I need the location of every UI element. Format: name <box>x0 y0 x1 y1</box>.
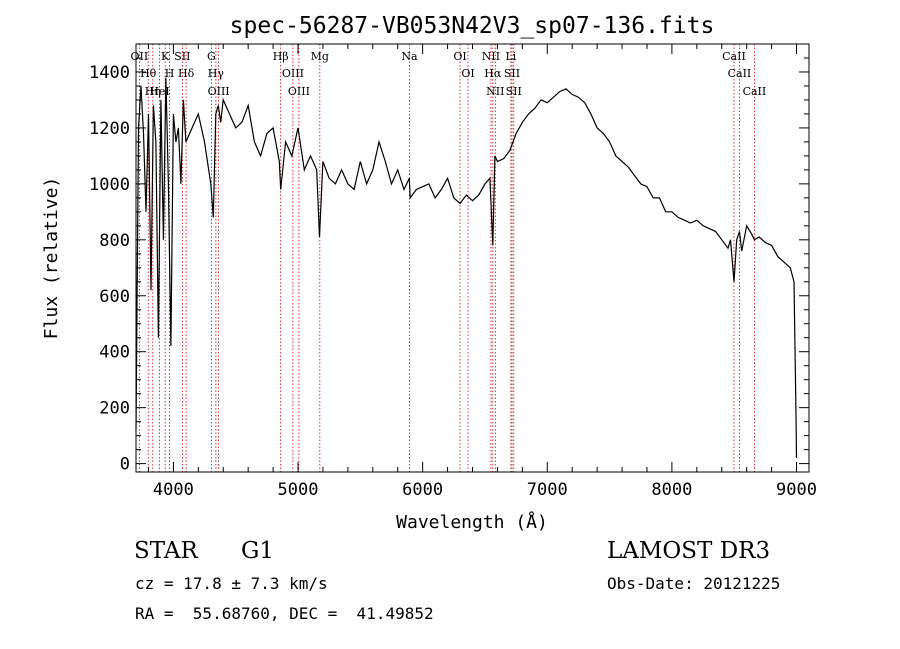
survey-name: LAMOST DR3 <box>607 538 771 564</box>
x-tick-label: 4000 <box>153 480 194 500</box>
line-marker-label: HeI <box>149 85 169 98</box>
spectrum-line <box>135 77 798 459</box>
line-marker-label: Hδ <box>178 67 195 80</box>
radec-text: RA = 55.68760, DEC = 41.49852 <box>135 604 434 623</box>
annotation-lines <box>138 44 755 472</box>
y-tick-label: 0 <box>120 455 130 475</box>
y-tick-label: 400 <box>99 343 130 363</box>
line-marker-label: Hγ <box>208 67 225 80</box>
y-tick-label: 200 <box>99 399 130 419</box>
x-tick-label: 5000 <box>278 480 319 500</box>
line-marker-label: Li <box>505 50 516 63</box>
object-class: STAR <box>134 538 198 564</box>
x-axis-label: Wavelength (Å) <box>396 511 548 533</box>
obs-date-text: Obs-Date: 20121225 <box>607 574 781 593</box>
x-tick-label: 7000 <box>527 480 568 500</box>
line-marker-label: Hθ <box>140 67 157 80</box>
line-marker-label: OIII <box>208 85 230 98</box>
y-tick-label: 1400 <box>89 63 130 83</box>
line-marker-label: OII <box>131 50 149 63</box>
line-marker-label: Hη <box>145 85 161 98</box>
chart-title: spec-56287-VB053N42V3_sp07-136.fits <box>230 13 715 39</box>
line-marker-label: H <box>165 67 175 80</box>
line-marker-label: Hα <box>484 67 502 80</box>
line-marker-label: CaII <box>722 50 746 63</box>
line-marker-label: NII <box>482 50 500 63</box>
line-marker-label: OI <box>461 67 474 80</box>
line-marker-label: SII <box>504 67 520 80</box>
x-axis: 4000 5000 6000 7000 8000 9000 <box>147 44 817 500</box>
plot-frame <box>135 43 810 473</box>
redshift-text: cz = 17.8 ± 7.3 km/s <box>135 574 328 593</box>
object-subclass: G1 <box>241 538 275 564</box>
line-marker-label: OIII <box>288 85 310 98</box>
y-tick-label: 1000 <box>89 175 130 195</box>
y-axis: 0 200 400 600 800 1000 1200 1400 <box>89 57 809 475</box>
line-marker-label: NII <box>486 85 504 98</box>
line-marker-label: OI <box>453 50 466 63</box>
line-marker-label: G <box>207 50 216 63</box>
line-marker-label: CaII <box>743 85 767 98</box>
line-marker-label: SII <box>506 85 522 98</box>
y-tick-label: 1200 <box>89 119 130 139</box>
x-tick-label: 6000 <box>402 480 443 500</box>
line-marker-label: CaII <box>728 67 752 80</box>
line-marker-label: K <box>161 50 170 63</box>
line-marker-label: Hβ <box>273 50 289 63</box>
y-tick-label: 800 <box>99 231 130 251</box>
line-marker-label: Mg <box>311 50 329 63</box>
y-tick-label: 600 <box>99 287 130 307</box>
x-tick-label: 9000 <box>776 480 817 500</box>
x-tick-label: 8000 <box>651 480 692 500</box>
line-marker-label: SII <box>174 50 190 63</box>
line-marker-label: Na <box>401 50 418 63</box>
y-axis-label: Flux (relative) <box>41 177 62 340</box>
line-marker-label: OIII <box>282 67 304 80</box>
